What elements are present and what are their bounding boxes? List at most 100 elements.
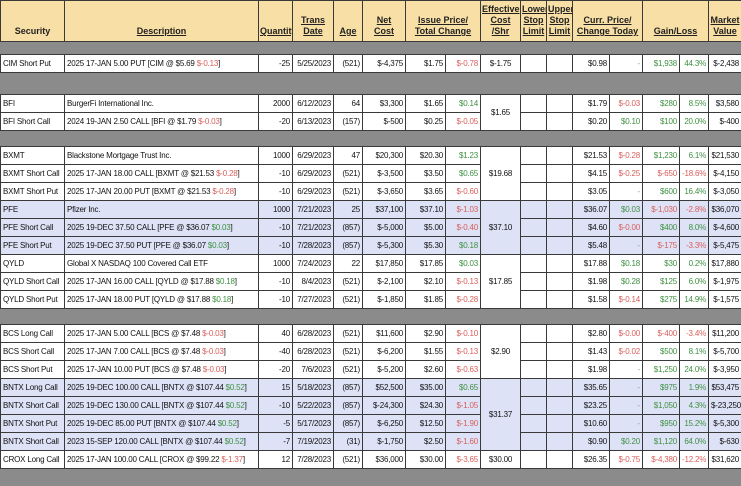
position-row[interactable]: BNTX Long Call 2025 19-DEC 100.00 CALL [B…: [0, 378, 741, 451]
position-row[interactable]: BFI Short Call 2024 19-JAN 2.50 CALL [BFI…: [0, 112, 741, 131]
cell-sec: BNTX Long Call: [0, 378, 65, 397]
positions-section-table: BXMT Blackstone Mortgage Trust Inc. 1000 6/…: [0, 146, 741, 309]
cell-ustop: [546, 450, 573, 469]
cell-ustop: [546, 432, 573, 451]
cell-sec: CROX Long Call: [0, 450, 65, 469]
cell-sec: QYLD Short Put: [0, 290, 65, 309]
position-row[interactable]: BXMT Short Put 2025 17-JAN 20.00 PUT [BXM…: [0, 182, 741, 201]
column-header-curr[interactable]: Curr. Price/Change Today: [572, 0, 643, 42]
column-header-label: Market: [710, 15, 740, 25]
position-row[interactable]: QYLD Short Call 2025 17-JAN 16.00 CALL [Q…: [0, 272, 741, 291]
position-row[interactable]: BFI BurgerFi International Inc. 2000 6/12/2…: [0, 94, 741, 131]
cell-lstop: [520, 414, 547, 433]
cell-curr: $5.48: [572, 236, 610, 255]
column-header-mkt[interactable]: Market Value: [708, 0, 741, 42]
cell-age: 64: [333, 94, 363, 113]
position-row[interactable]: BNTX Short Call 2023 15-SEP 120.00 CALL […: [0, 432, 741, 451]
column-header-issue[interactable]: Issue Price/Total Change: [405, 0, 481, 42]
positions-table: SecurityDescriptionQuantityTransDateAgeN…: [0, 0, 741, 469]
cell-date: 5/18/2023: [292, 378, 334, 397]
cell-mkt: $11,200: [708, 324, 741, 343]
cell-age: 22: [333, 254, 363, 273]
cell-mkt: $-1,975: [708, 272, 741, 291]
cell-sec: BCS Short Put: [0, 360, 65, 379]
cell-mkt: $-2,438: [708, 54, 741, 73]
column-header-age[interactable]: Age: [333, 0, 363, 42]
cell-issue: $3.65: [405, 182, 446, 201]
position-row[interactable]: BCS Short Call 2025 17-JAN 7.00 CALL [BCS…: [0, 342, 741, 361]
cell-eff: $17.85: [480, 254, 521, 309]
position-row[interactable]: PFE Short Put 2025 19-DEC 37.50 PUT [PFE …: [0, 236, 741, 255]
cell-age: (857): [333, 218, 363, 237]
column-header-gain[interactable]: Gain/Loss: [641, 0, 710, 42]
cell-lstop: [520, 342, 547, 361]
position-row[interactable]: BXMT Short Call 2025 17-JAN 18.00 CALL [B…: [0, 164, 741, 183]
cell-pct: 6.1%: [679, 146, 709, 165]
cell-sec: PFE Short Call: [0, 218, 65, 237]
position-row[interactable]: PFE Short Call 2025 19-DEC 37.50 CALL [PF…: [0, 218, 741, 237]
cell-mkt: $-3,050: [708, 182, 741, 201]
cell-qty: 1000: [258, 254, 293, 273]
cell-gain: $1,120: [642, 432, 680, 451]
cell-pct: -12.2%: [679, 450, 709, 469]
cell-issue: $2.90: [405, 324, 446, 343]
column-header-eff[interactable]: Effective Cost/Shr: [480, 0, 521, 42]
cell-mkt: $-630: [708, 432, 741, 451]
description-quote-change: $-0.03: [202, 347, 224, 356]
cell-dchg: $-0.00: [609, 218, 643, 237]
cell-curr: $1.98: [572, 272, 610, 291]
cell-date: 7/24/2023: [292, 254, 334, 273]
cell-sec: BFI Short Call: [0, 112, 65, 131]
cell-eff: $19.68: [480, 146, 521, 201]
position-row[interactable]: CIM Short Put 2025 17-JAN 5.00 PUT [CIM @…: [0, 54, 741, 73]
cell-lstop: [520, 432, 547, 451]
position-row[interactable]: QYLD Short Put 2025 17-JAN 18.00 PUT [QYL…: [0, 290, 741, 309]
cell-qty: 1000: [258, 200, 293, 219]
cell-pct: 44.3%: [679, 54, 709, 73]
cell-sec: BNTX Short Call: [0, 396, 65, 415]
cell-mkt: $-1,575: [708, 290, 741, 309]
column-header-date[interactable]: Trans Date: [292, 0, 334, 42]
description-quote-change: $-0.13: [196, 59, 219, 68]
column-header-net[interactable]: Net Cost: [362, 0, 406, 42]
column-header-label: Effective: [482, 4, 520, 14]
cell-ustop: [546, 164, 573, 183]
position-row[interactable]: BNTX Short Put 2025 19-DEC 85.00 PUT [BNT…: [0, 414, 741, 433]
column-header-desc[interactable]: Description: [64, 0, 259, 42]
cell-mkt: $31,620: [708, 450, 741, 469]
cell-desc: 2025 17-JAN 5.00 CALL [BCS @ $7.48 $-0.0…: [64, 324, 259, 343]
cell-age: (521): [333, 290, 363, 309]
column-header-label: Quantity: [260, 26, 292, 36]
cell-qty: -10: [258, 236, 293, 255]
position-row[interactable]: BXMT Blackstone Mortgage Trust Inc. 1000 6/…: [0, 146, 741, 201]
cell-desc: 2025 19-DEC 130.00 CALL [BNTX @ $107.44 …: [64, 396, 259, 415]
cell-tchg: $-1.05: [445, 396, 481, 415]
position-row[interactable]: QYLD Global X NASDAQ 100 Covered Call ETF…: [0, 254, 741, 309]
column-header-label: Change Today: [576, 26, 639, 36]
cell-lstop: [520, 290, 547, 309]
position-row[interactable]: PFE Pfizer Inc. 1000 7/21/2023 25 $37,100 $37.…: [0, 200, 741, 255]
column-header-label: Cost: [374, 26, 394, 36]
column-header-lstop[interactable]: Lower Stop Limit: [520, 0, 547, 42]
cell-ustop: [546, 272, 573, 291]
column-header-qty[interactable]: Quantity: [258, 0, 293, 42]
position-row[interactable]: BCS Long Call 2025 17-JAN 5.00 CALL [BCS …: [0, 324, 741, 379]
cell-issue: $2.60: [405, 360, 446, 379]
cell-date: 5/17/2023: [292, 414, 334, 433]
column-header-ustop[interactable]: Upper Stop Limit: [546, 0, 573, 42]
position-row[interactable]: CROX Long Call 2025 17-JAN 100.00 CALL [C…: [0, 450, 741, 469]
cell-qty: -25: [258, 54, 293, 73]
cell-lstop: [520, 324, 547, 343]
position-row[interactable]: BCS Short Put 2025 17-JAN 10.00 PUT [BCS …: [0, 360, 741, 379]
cell-age: (521): [333, 360, 363, 379]
column-header-sec[interactable]: Security: [0, 0, 65, 42]
column-header-label: Cost: [490, 15, 511, 25]
cell-dchg: -: [609, 54, 643, 73]
cell-gain: $1,230: [642, 146, 680, 165]
cell-net: $-3,500: [362, 164, 406, 183]
cell-curr: $21.53: [572, 146, 610, 165]
position-row[interactable]: BNTX Short Call 2025 19-DEC 130.00 CALL […: [0, 396, 741, 415]
cell-pct: 8.5%: [679, 94, 709, 113]
cell-qty: -20: [258, 112, 293, 131]
cell-gain: $1,050: [642, 396, 680, 415]
